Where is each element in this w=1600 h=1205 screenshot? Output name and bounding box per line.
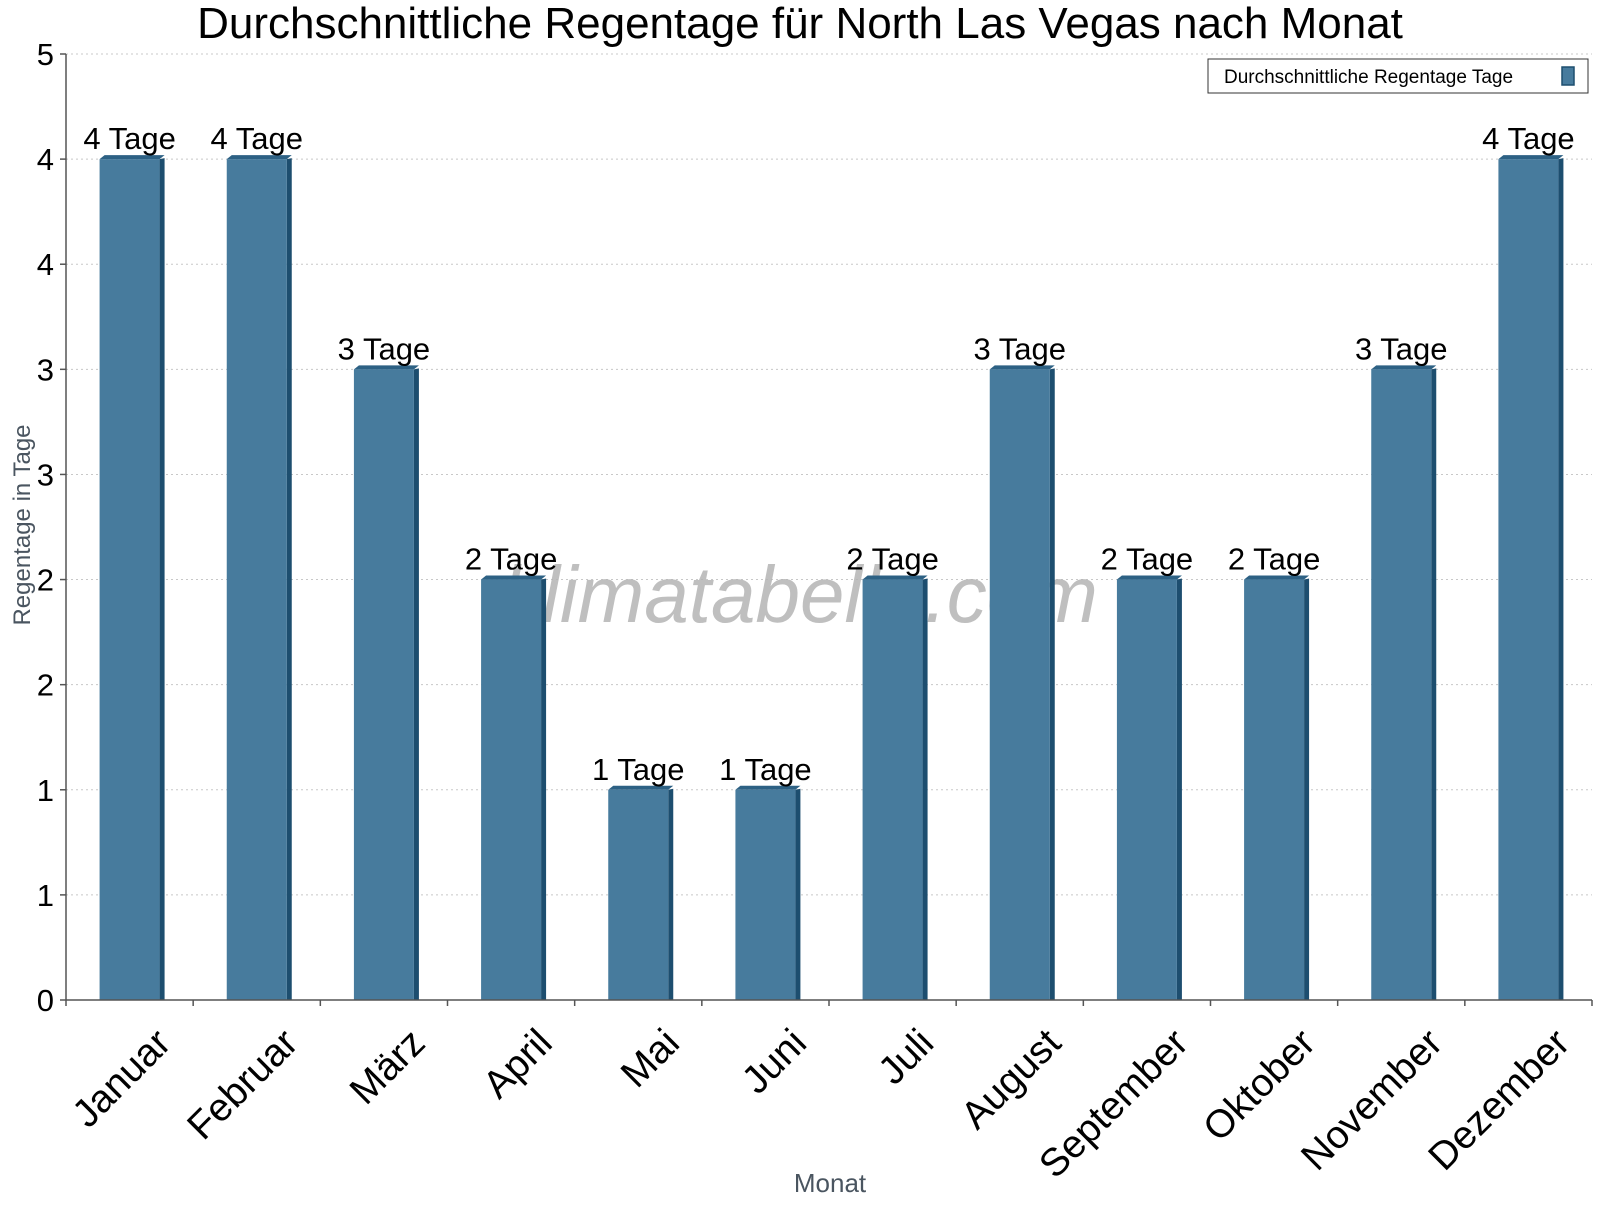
bars <box>99 155 1564 1001</box>
x-tick-label: April <box>475 1021 561 1107</box>
bar-top <box>481 575 547 580</box>
bar <box>1244 579 1305 1000</box>
legend-label: Durchschnittliche Regentage Tage <box>1224 67 1513 88</box>
data-label: 2 Tage <box>846 542 939 577</box>
data-label: 1 Tage <box>592 752 685 787</box>
bar-side <box>1431 368 1437 1000</box>
y-tick-label: 2 <box>37 563 54 598</box>
data-label: 2 Tage <box>1228 542 1321 577</box>
bar <box>226 159 287 1001</box>
grid-lines <box>66 53 1592 896</box>
bar <box>1498 159 1559 1001</box>
x-tick-label: Mai <box>613 1021 688 1096</box>
data-label: 3 Tage <box>1355 331 1448 366</box>
data-label: 3 Tage <box>973 331 1066 366</box>
bar-side <box>795 788 801 1000</box>
x-axis-title: Monat <box>794 1168 867 1198</box>
data-label: 3 Tage <box>338 331 431 366</box>
y-tick-label: 2 <box>37 668 54 703</box>
bar <box>1116 579 1177 1000</box>
bar <box>1371 369 1432 1000</box>
y-tick-label: 3 <box>37 457 54 492</box>
bar-top <box>99 155 165 160</box>
x-tick-label: Juli <box>870 1021 942 1093</box>
bar-side <box>1049 368 1055 1000</box>
y-tick-label: 4 <box>37 142 54 177</box>
bar <box>353 369 414 1000</box>
y-tick-label: 4 <box>37 247 54 282</box>
bar <box>735 789 796 1000</box>
data-label: 2 Tage <box>1101 542 1194 577</box>
bar-side <box>1558 158 1564 1001</box>
bar-side <box>922 578 928 1000</box>
bar <box>99 159 160 1001</box>
bar-top <box>989 365 1055 370</box>
y-axis-title: Regentage in Tage <box>9 424 36 625</box>
bar-side <box>1176 578 1182 1000</box>
bar-side <box>286 158 292 1001</box>
bar <box>989 369 1050 1000</box>
legend: Durchschnittliche Regentage Tage <box>1207 58 1589 94</box>
x-tick-label: Oktober <box>1195 1021 1324 1150</box>
bar-top <box>735 785 801 790</box>
bar-side <box>541 578 547 1000</box>
data-label: 1 Tage <box>719 752 812 787</box>
data-label: 4 Tage <box>1482 121 1575 156</box>
bar <box>481 579 542 1000</box>
chart-title: Durchschnittliche Regentage für North La… <box>197 0 1403 48</box>
legend-swatch <box>1561 66 1575 86</box>
y-tick-label: 1 <box>37 773 54 808</box>
bar-side <box>159 158 165 1001</box>
bar-top <box>608 785 674 790</box>
data-label: 4 Tage <box>83 121 176 156</box>
bar-top <box>1116 575 1182 580</box>
x-tick-label: Juni <box>734 1021 815 1102</box>
bar-top <box>1371 365 1437 370</box>
bar-top <box>1244 575 1310 580</box>
x-tick-label: März <box>342 1021 434 1113</box>
x-tick-label: Januar <box>64 1021 179 1136</box>
x-tick-label: Februar <box>179 1021 306 1148</box>
bar-top <box>226 155 292 160</box>
bar-top <box>353 365 419 370</box>
bar <box>608 789 669 1000</box>
bar <box>862 579 923 1000</box>
bar-side <box>413 368 419 1000</box>
data-label: 4 Tage <box>210 121 303 156</box>
bar-top <box>1498 155 1564 160</box>
x-tick-label: August <box>953 1021 1069 1137</box>
y-tick-label: 0 <box>37 983 54 1018</box>
y-tick-label: 1 <box>37 878 54 913</box>
y-tick-label: 5 <box>37 37 54 72</box>
bar-side <box>1304 578 1310 1000</box>
legend-box <box>1207 58 1589 94</box>
data-labels: 4 Tage 4 Tage 3 Tage 2 Tage 1 Tage 1 Tage 2 Ta… <box>83 121 1574 787</box>
bar-top <box>862 575 928 580</box>
y-tick-label: 3 <box>37 352 54 387</box>
data-label: 2 Tage <box>465 542 558 577</box>
bar-side <box>668 788 674 1000</box>
